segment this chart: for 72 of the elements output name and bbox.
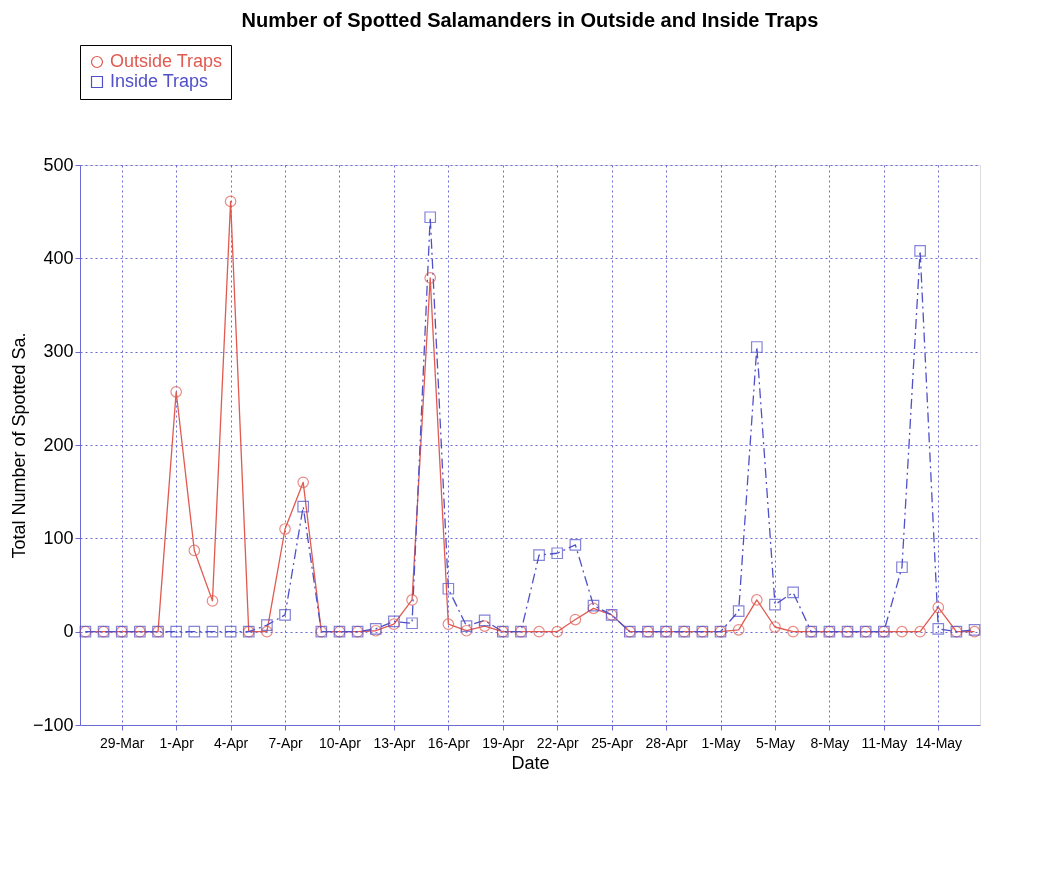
point bbox=[170, 385, 183, 398]
y-tick-label: −100 bbox=[32, 714, 74, 735]
point bbox=[188, 544, 201, 557]
point bbox=[732, 623, 745, 636]
x-tick-label: 29-Mar bbox=[100, 734, 145, 751]
legend-label: Outside Traps bbox=[110, 51, 223, 71]
point bbox=[442, 618, 455, 631]
point bbox=[551, 625, 564, 638]
point bbox=[787, 625, 799, 638]
y-axis-title: Total Number of Spotted Sa. bbox=[8, 332, 29, 559]
point bbox=[569, 539, 582, 551]
x-tick-label: 1-Apr bbox=[159, 734, 195, 751]
point bbox=[569, 613, 582, 626]
x-tick-label: 28-Apr bbox=[645, 734, 688, 751]
point bbox=[224, 195, 237, 208]
x-tick-label: 11-May bbox=[861, 734, 908, 751]
x-tick-label: 7-Apr bbox=[268, 734, 303, 751]
point bbox=[932, 623, 945, 635]
point bbox=[750, 594, 763, 606]
point bbox=[406, 617, 418, 630]
y-tick-label: 500 bbox=[43, 154, 74, 175]
point bbox=[442, 582, 455, 595]
x-tick-label: 16-Apr bbox=[427, 734, 471, 751]
point bbox=[914, 245, 926, 257]
point bbox=[261, 619, 273, 631]
point bbox=[750, 341, 763, 353]
point bbox=[533, 625, 545, 638]
point bbox=[478, 620, 491, 632]
y-tick-label: 100 bbox=[43, 527, 74, 548]
point bbox=[424, 272, 437, 284]
x-tick-label: 19-Apr bbox=[482, 734, 525, 751]
point bbox=[732, 605, 745, 617]
point bbox=[932, 601, 945, 614]
point bbox=[914, 625, 926, 638]
point bbox=[460, 620, 473, 632]
point bbox=[261, 625, 273, 638]
point bbox=[224, 625, 237, 638]
point bbox=[551, 547, 564, 560]
x-tick-label: 14-May bbox=[915, 734, 963, 751]
point bbox=[206, 625, 219, 638]
point bbox=[188, 625, 201, 638]
x-tick-label: 5-May bbox=[756, 734, 795, 751]
y-tick-label: 400 bbox=[43, 247, 74, 268]
y-tick-label: 200 bbox=[43, 434, 74, 455]
x-axis-title: Date bbox=[511, 752, 550, 773]
point bbox=[206, 595, 219, 607]
point bbox=[279, 609, 291, 621]
point bbox=[769, 621, 781, 633]
point bbox=[406, 594, 418, 606]
x-tick-label: 4-Apr bbox=[213, 734, 249, 751]
point bbox=[533, 549, 545, 561]
point bbox=[769, 598, 781, 611]
y-tick-label: 300 bbox=[43, 341, 74, 362]
point bbox=[460, 624, 473, 637]
legend-label: Inside Traps bbox=[110, 71, 209, 91]
y-tick-label: 0 bbox=[63, 621, 74, 642]
point bbox=[279, 523, 291, 535]
point bbox=[787, 586, 799, 599]
point bbox=[297, 500, 310, 513]
x-tick-label: 1-May bbox=[701, 734, 741, 751]
x-tick-label: 10-Apr bbox=[318, 734, 362, 751]
point bbox=[424, 211, 437, 224]
point bbox=[297, 476, 310, 489]
point bbox=[478, 614, 491, 627]
point bbox=[170, 625, 183, 638]
x-tick-label: 8-May bbox=[810, 734, 850, 751]
point bbox=[896, 625, 908, 638]
point bbox=[896, 561, 908, 574]
x-tick-label: 22-Apr bbox=[536, 734, 580, 751]
x-tick-label: 25-Apr bbox=[591, 734, 634, 751]
x-tick-label: 13-Apr bbox=[373, 734, 416, 751]
chart-title: Number of Spotted Salamanders in Outside and Inside Traps bbox=[241, 8, 819, 31]
